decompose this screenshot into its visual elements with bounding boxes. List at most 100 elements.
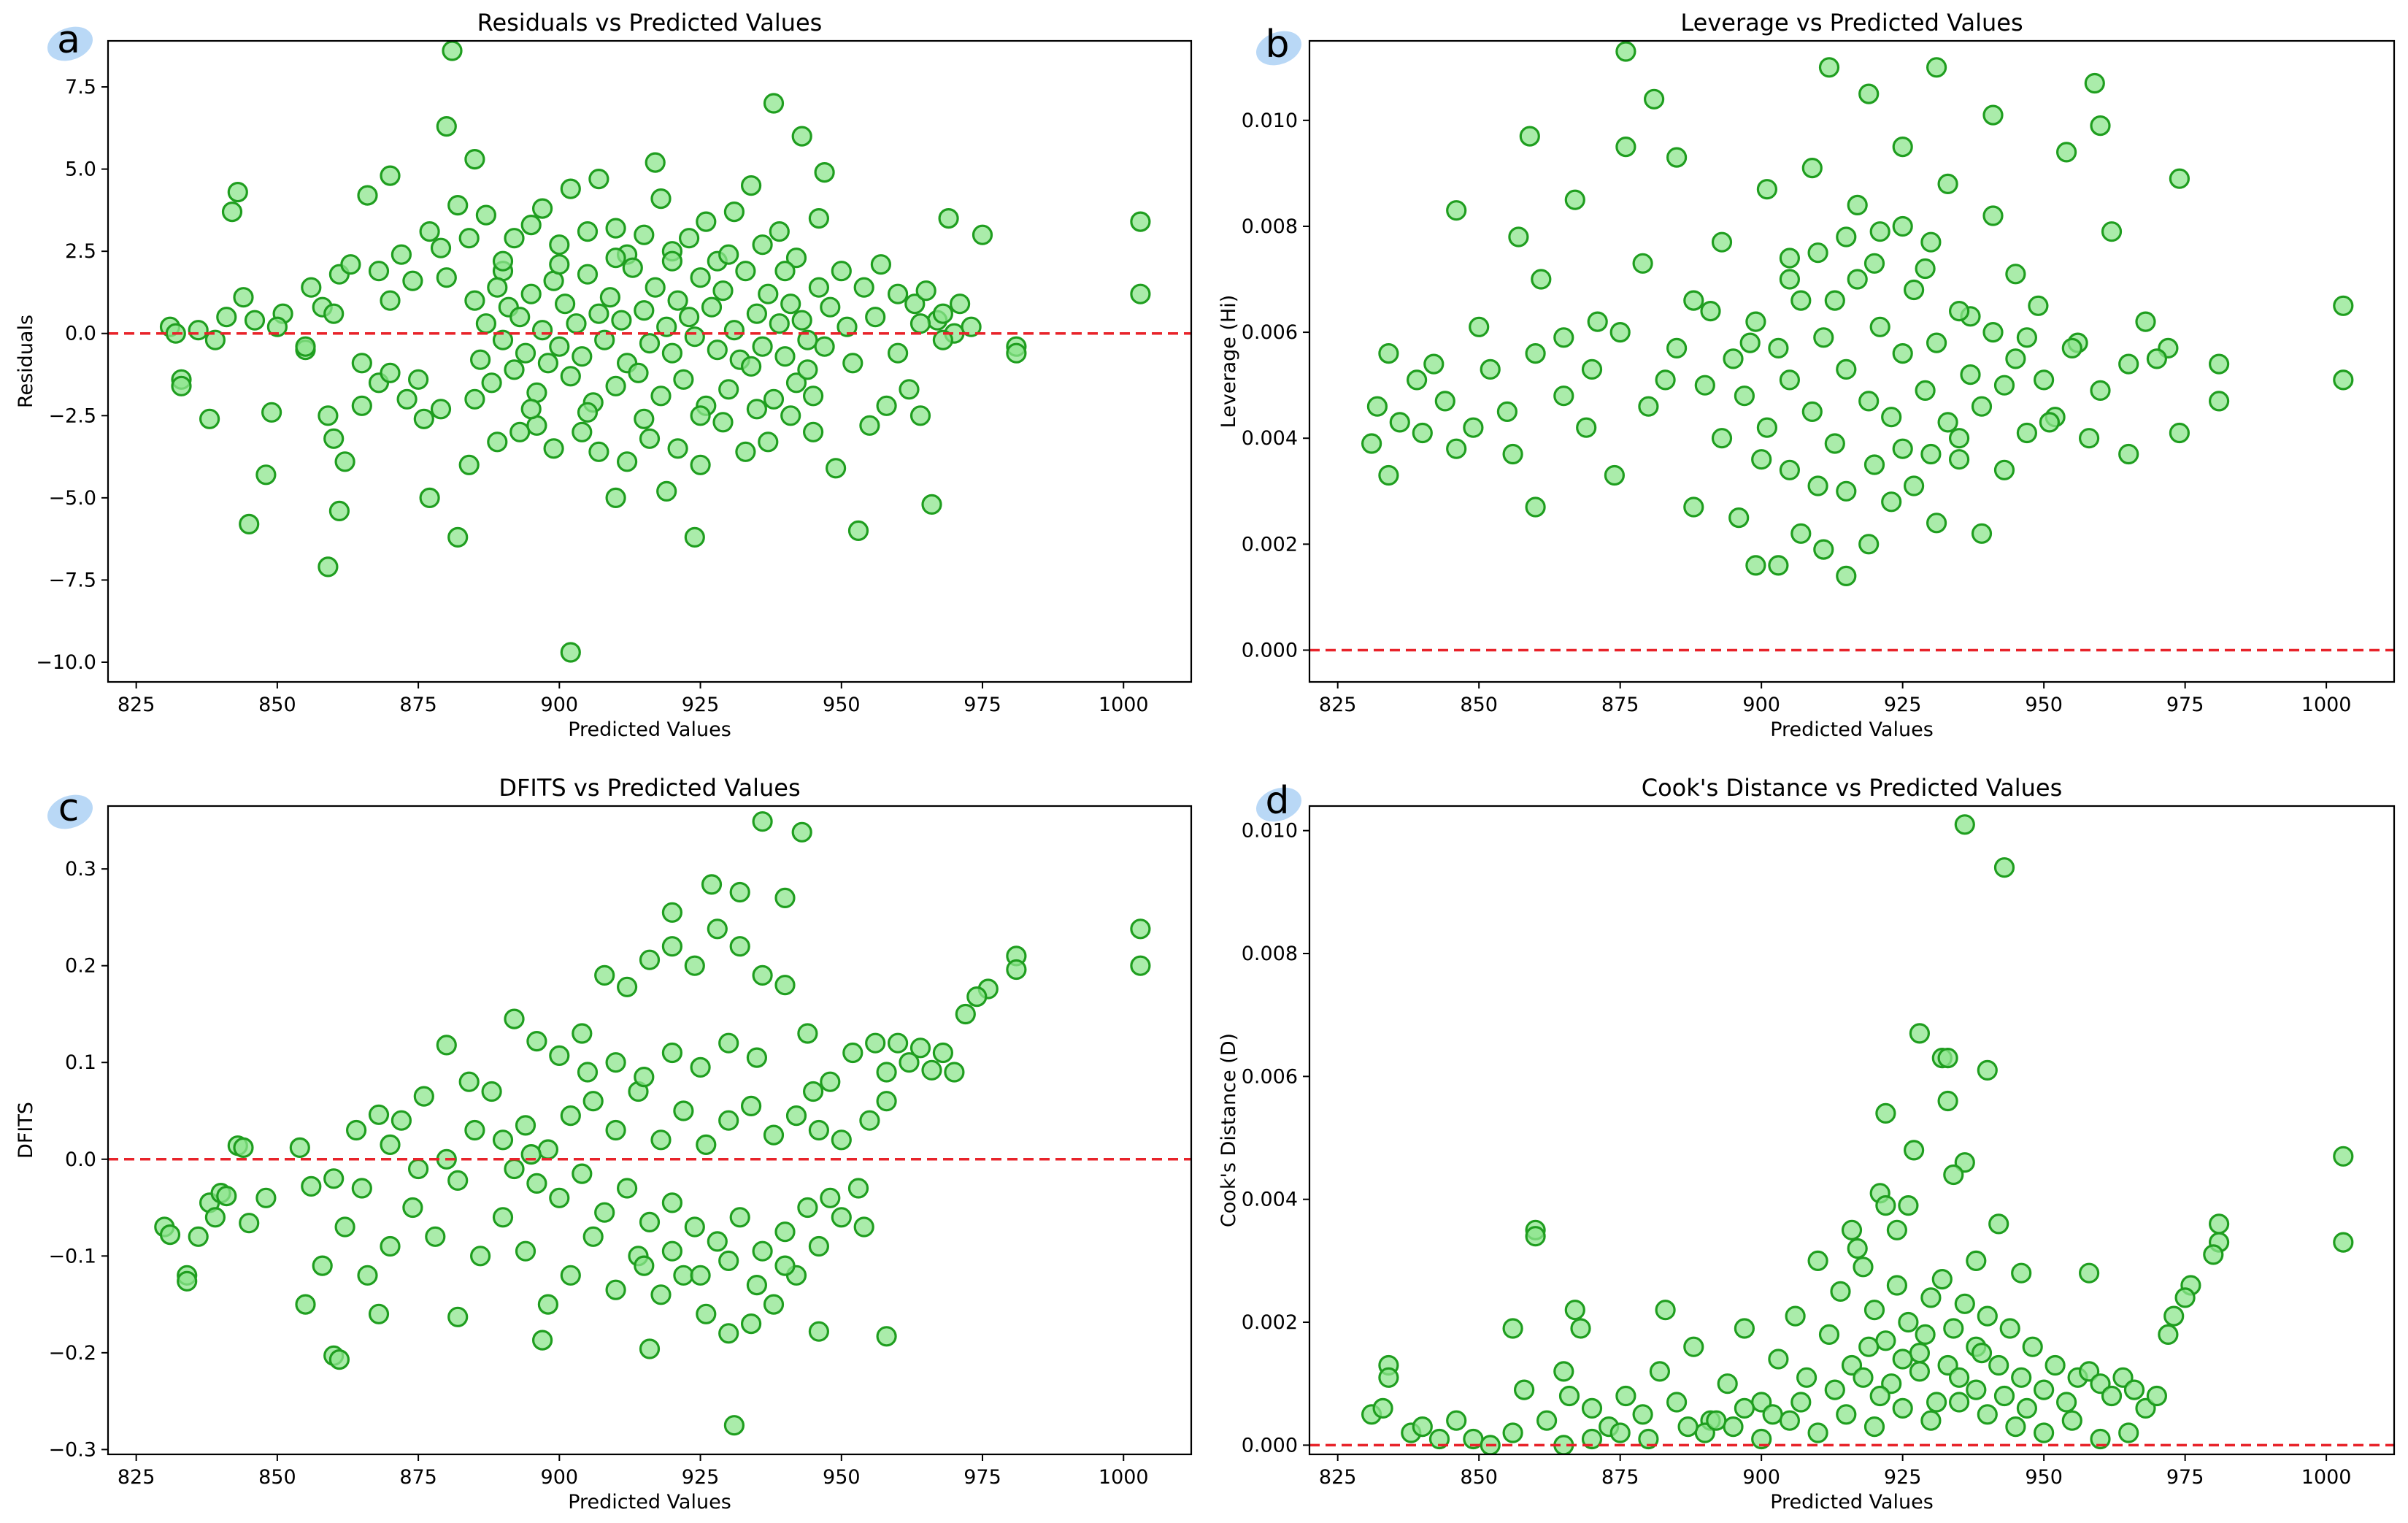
data-point bbox=[1937, 1047, 1958, 1069]
data-point bbox=[1999, 1318, 2020, 1339]
x-tick-label: 825 bbox=[1319, 1466, 1357, 1489]
data-point bbox=[1988, 1354, 2009, 1376]
data-point bbox=[831, 1129, 852, 1151]
data-point bbox=[1971, 1342, 1993, 1364]
data-point bbox=[1406, 369, 1428, 391]
data-point bbox=[1966, 1379, 1987, 1400]
data-point bbox=[368, 1104, 390, 1125]
data-point bbox=[831, 261, 852, 282]
data-point bbox=[774, 346, 796, 367]
data-point bbox=[531, 1330, 553, 1351]
data-point bbox=[481, 372, 502, 394]
data-point bbox=[1807, 1422, 1828, 1443]
data-point bbox=[2135, 311, 2156, 332]
x-tick-label: 900 bbox=[541, 694, 579, 716]
data-point bbox=[2169, 168, 2190, 189]
data-point bbox=[825, 458, 847, 479]
data-point bbox=[2333, 295, 2354, 316]
y-tick-label: 0.002 bbox=[1242, 533, 1298, 556]
data-point bbox=[1576, 417, 1597, 438]
data-point bbox=[323, 1168, 345, 1189]
data-point bbox=[531, 320, 553, 341]
data-point bbox=[346, 1119, 367, 1141]
data-point bbox=[955, 1003, 976, 1025]
data-point bbox=[233, 1137, 254, 1159]
data-point bbox=[972, 224, 993, 245]
data-point bbox=[1739, 332, 1761, 353]
x-tick-label: 900 bbox=[541, 1466, 579, 1489]
data-point bbox=[1779, 248, 1800, 269]
data-point bbox=[1863, 1416, 1885, 1438]
data-point bbox=[836, 316, 858, 337]
data-point bbox=[628, 362, 649, 383]
data-point bbox=[684, 526, 705, 548]
y-tick-label: 0.3 bbox=[65, 858, 96, 881]
x-tick-label: 1000 bbox=[2301, 1466, 2352, 1489]
data-point bbox=[802, 421, 824, 442]
x-tick-label: 975 bbox=[2166, 694, 2204, 716]
x-tick-label: 950 bbox=[823, 1466, 861, 1489]
x-axis-label: Predicted Values bbox=[1770, 1491, 1934, 1514]
panel-letter: a bbox=[57, 18, 80, 62]
data-point bbox=[1824, 433, 1845, 454]
data-point bbox=[509, 421, 531, 442]
data-point bbox=[605, 1279, 626, 1300]
data-point bbox=[328, 500, 350, 522]
data-point bbox=[1818, 57, 1840, 78]
y-tick-label: 0.008 bbox=[1242, 215, 1298, 238]
data-point bbox=[549, 1045, 570, 1067]
data-point bbox=[774, 887, 796, 909]
data-point bbox=[2016, 327, 2037, 348]
y-tick-label: −2.5 bbox=[48, 404, 96, 427]
data-point bbox=[842, 1042, 863, 1064]
data-point bbox=[752, 336, 773, 357]
data-point bbox=[1875, 1194, 1896, 1216]
data-point bbox=[1723, 1416, 1744, 1438]
data-point bbox=[605, 487, 626, 509]
data-point bbox=[1469, 316, 1490, 337]
data-point bbox=[690, 1056, 711, 1078]
data-point bbox=[560, 642, 581, 663]
data-point bbox=[1762, 1404, 1783, 1425]
data-point bbox=[318, 405, 339, 426]
data-point bbox=[650, 1284, 672, 1305]
data-point bbox=[1949, 1367, 1970, 1388]
data-point bbox=[1711, 428, 1733, 449]
data-point bbox=[1982, 205, 2004, 226]
data-point bbox=[634, 1066, 655, 1088]
data-point bbox=[758, 283, 779, 304]
data-point bbox=[921, 494, 942, 515]
y-axis-label: Cook's Distance (D) bbox=[1218, 1033, 1240, 1227]
data-point bbox=[549, 1187, 570, 1208]
data-point bbox=[475, 313, 497, 334]
data-point bbox=[1130, 283, 1151, 304]
data-point bbox=[1904, 1140, 1925, 1161]
data-point bbox=[1977, 1404, 1998, 1425]
x-tick-label: 825 bbox=[118, 1466, 155, 1489]
data-point bbox=[605, 375, 626, 396]
data-point bbox=[255, 1187, 277, 1208]
data-point bbox=[1130, 918, 1151, 940]
data-point bbox=[701, 874, 723, 895]
data-point bbox=[1824, 290, 1845, 311]
data-point bbox=[537, 353, 559, 374]
data-point bbox=[780, 405, 801, 426]
y-tick-label: 0.010 bbox=[1242, 110, 1298, 132]
data-point bbox=[2016, 422, 2037, 444]
data-point bbox=[616, 1178, 638, 1199]
data-point bbox=[1564, 189, 1585, 210]
data-point bbox=[634, 1255, 655, 1276]
data-point bbox=[2034, 1422, 2055, 1443]
data-point bbox=[520, 215, 542, 236]
data-point bbox=[797, 359, 818, 380]
data-point bbox=[1813, 327, 1834, 348]
data-point bbox=[1892, 438, 1913, 459]
data-point bbox=[740, 1095, 762, 1117]
data-point bbox=[1756, 417, 1777, 438]
data-point bbox=[1904, 475, 1925, 496]
data-point bbox=[1892, 1397, 1913, 1419]
data-point bbox=[1898, 1194, 1919, 1216]
data-point bbox=[1655, 1300, 1676, 1321]
data-point bbox=[718, 244, 739, 265]
data-point bbox=[1700, 301, 1721, 322]
